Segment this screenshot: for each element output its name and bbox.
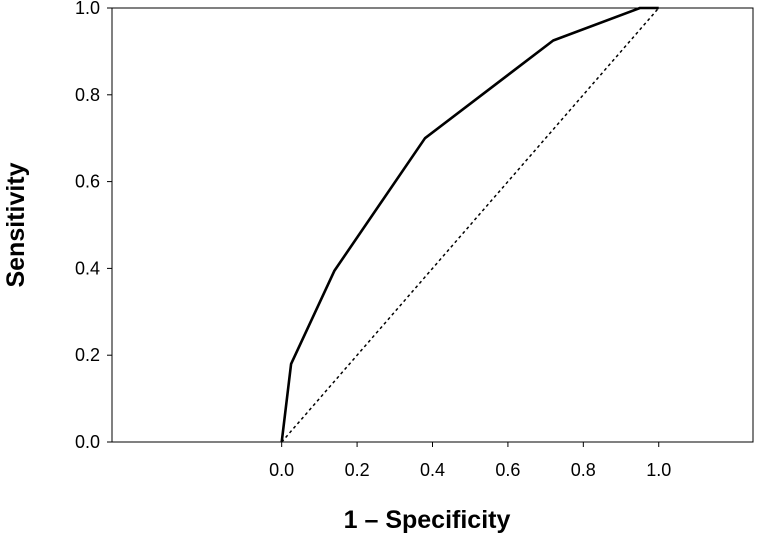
x-tick-label: 0.0: [269, 460, 294, 480]
plot-area: [111, 7, 754, 443]
x-tick-label: 0.2: [345, 460, 370, 480]
y-axis-title: Sensitivity: [2, 162, 30, 287]
series-layer: [280, 6, 660, 443]
y-tick-label: 0.6: [75, 172, 100, 192]
y-tick-label: 0.4: [75, 258, 100, 278]
y-axis-ticks: 0.0 0.2 0.4 0.6 0.8 1.0: [75, 0, 112, 452]
x-tick-label: 0.4: [420, 460, 445, 480]
x-tick-label: 0.6: [495, 460, 520, 480]
y-tick-label: 0.8: [75, 85, 100, 105]
roc-curve-line: [280, 6, 659, 443]
y-tick-label: 1.0: [75, 0, 100, 18]
y-tick-label: 0.2: [75, 345, 100, 365]
x-tick-label: 1.0: [646, 460, 671, 480]
x-axis-ticks: 0.0 0.2 0.4 0.6 0.8 1.0: [269, 442, 671, 480]
x-axis-title: 1 – Specificity: [344, 506, 511, 534]
y-tick-label: 0.0: [75, 432, 100, 452]
x-tick-label: 0.8: [571, 460, 596, 480]
